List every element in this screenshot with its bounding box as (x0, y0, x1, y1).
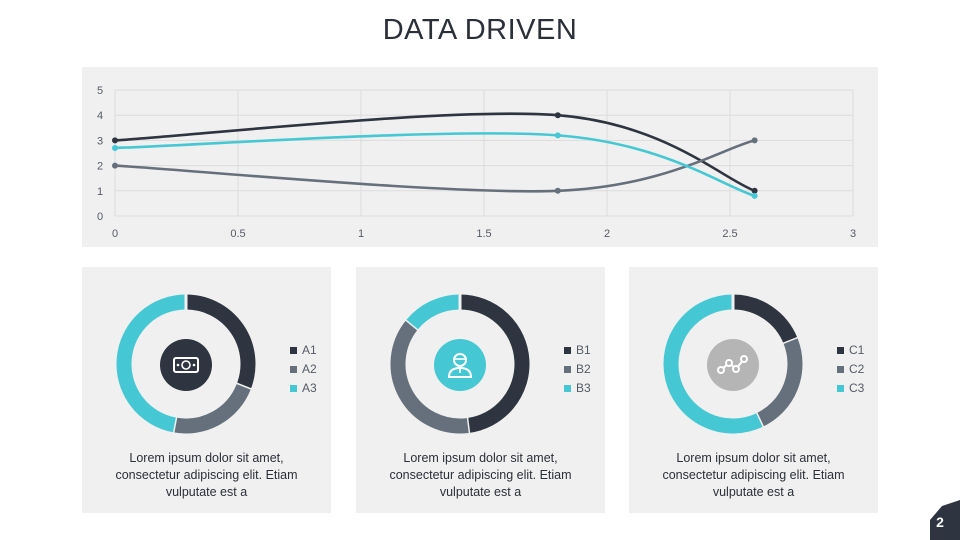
x-tick-label: 1 (358, 228, 364, 240)
legend-item: A2 (290, 360, 317, 379)
data-point (112, 144, 118, 151)
legend-item: A1 (290, 341, 317, 360)
x-tick-label: 2.5 (722, 228, 737, 240)
series-line-1 (114, 139, 755, 193)
donut-slice-c2 (755, 338, 803, 427)
legend-label: B3 (576, 381, 591, 395)
network-nodes-icon (707, 339, 759, 391)
data-point (751, 137, 758, 144)
donut-chart-a (116, 293, 256, 434)
page-number: 2 (936, 514, 944, 530)
legend-swatch (837, 366, 844, 373)
legend-label: B2 (576, 362, 591, 376)
y-tick-label: 1 (97, 186, 103, 198)
data-point (751, 192, 758, 199)
donut-card-c: C1 C2 C3 Lorem ipsum dolor sit amet, con… (629, 267, 878, 513)
donut-card-a: A1 A2 A3 Lorem ipsum dolor sit amet, con… (82, 267, 331, 513)
donut-slice-b3 (406, 294, 461, 330)
legend-label: B1 (576, 343, 591, 357)
donut-card-b: B1 B2 B3 Lorem ipsum dolor sit amet, con… (356, 267, 605, 513)
donut-slice-c1 (732, 294, 798, 345)
legend-item: B1 (564, 341, 591, 360)
slide-title: DATA DRIVEN (382, 14, 578, 46)
legend-swatch (564, 366, 571, 373)
donut-chart-b (390, 293, 530, 435)
legend-swatch (564, 385, 571, 392)
legend-swatch (837, 385, 844, 392)
series-line-0 (114, 112, 756, 193)
donut-slice-b1 (459, 294, 530, 433)
legend-item: C3 (837, 379, 864, 398)
legend-item: A3 (290, 379, 317, 398)
y-tick-label: 5 (97, 85, 103, 97)
legend-swatch (837, 347, 844, 354)
legend-swatch (290, 385, 297, 392)
page-number-badge: 2 (920, 500, 960, 540)
line-chart-panel: 0 0.5 1 1.5 2 2.5 3 0 1 2 3 4 5 (82, 67, 878, 247)
legend-label: C3 (849, 381, 865, 395)
legend-label: C1 (849, 343, 865, 357)
data-point (112, 162, 118, 169)
x-tick-label: 0 (112, 228, 118, 240)
legend-item: B3 (564, 379, 591, 398)
card-description: Lorem ipsum dolor sit amet, consectetur … (662, 451, 845, 499)
legend-item: B2 (564, 360, 591, 379)
legend-label: C2 (849, 362, 865, 376)
y-tick-label: 4 (97, 110, 103, 122)
legend-label: A3 (302, 381, 317, 395)
data-point (751, 187, 758, 194)
legend-c: C1 C2 C3 (837, 341, 864, 398)
legend-label: A2 (302, 362, 317, 376)
data-point (112, 137, 118, 144)
card-description: Lorem ipsum dolor sit amet, consectetur … (389, 451, 572, 499)
x-tick-label: 1.5 (476, 228, 491, 240)
donut-chart-c (663, 293, 803, 434)
data-point (554, 187, 561, 194)
donut-slice-a3 (116, 294, 187, 433)
legend-swatch (564, 347, 571, 354)
person-icon (434, 339, 486, 391)
donut-slice-c3 (663, 294, 763, 434)
legend-b: B1 B2 B3 (564, 341, 591, 398)
line-chart: 0 0.5 1 1.5 2 2.5 3 0 1 2 3 4 5 (97, 85, 856, 240)
x-tick-label: 2 (604, 228, 610, 240)
y-tick-label: 3 (97, 135, 103, 147)
legend-label: A1 (302, 343, 317, 357)
x-tick-label: 0.5 (230, 228, 245, 240)
money-bill-icon (160, 339, 212, 391)
legend-item: C1 (837, 341, 864, 360)
donut-slice-a1 (185, 294, 256, 390)
legend-swatch (290, 347, 297, 354)
data-point (554, 112, 561, 119)
y-tick-label: 0 (97, 211, 103, 223)
legend-swatch (290, 366, 297, 373)
y-tick-label: 2 (97, 161, 103, 173)
donut-slice-b2 (390, 319, 469, 434)
data-point (554, 132, 561, 139)
donut-slice-a2 (172, 383, 251, 434)
legend-a: A1 A2 A3 (290, 341, 317, 398)
card-description: Lorem ipsum dolor sit amet, consectetur … (115, 451, 298, 499)
series-line-2 (114, 132, 755, 198)
x-tick-label: 3 (850, 228, 856, 240)
legend-item: C2 (837, 360, 864, 379)
